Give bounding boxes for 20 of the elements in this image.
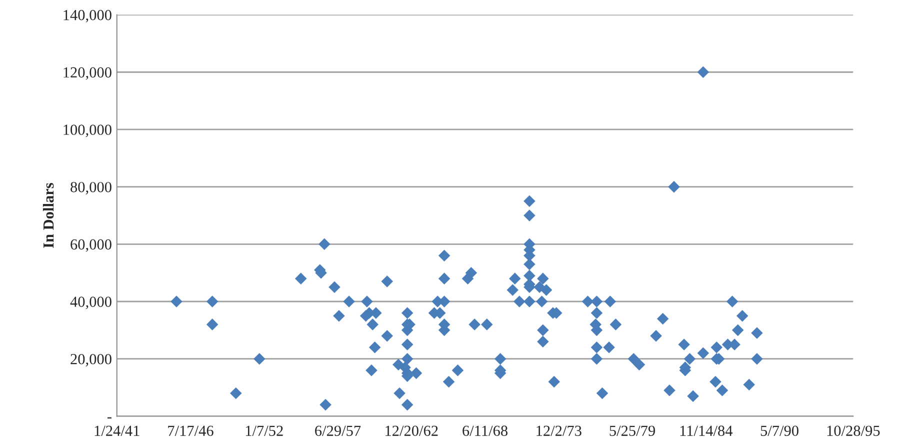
x-tick-label: 10/28/95 — [827, 426, 880, 436]
x-tick-label: 12/20/62 — [386, 426, 438, 436]
y-tick-label: 140,000 — [64, 10, 112, 22]
y-axis-title: In Dollars — [42, 182, 54, 248]
y-tick-label: 20,000 — [70, 354, 112, 366]
y-tick-label: - — [107, 417, 112, 418]
y-tick-label: 60,000 — [70, 239, 112, 252]
y-tick-label: 80,000 — [70, 182, 112, 194]
x-tick-label: 5/7/90 — [760, 426, 798, 436]
y-tick-label: 100,000 — [64, 124, 112, 138]
x-tick-label: 5/25/79 — [610, 426, 655, 436]
x-tick-label: 6/11/68 — [462, 426, 508, 436]
x-tick-label: 1/24/41 — [94, 426, 140, 436]
x-tick-label: 11/14/84 — [680, 426, 733, 436]
x-tick-label: 1/7/52 — [246, 426, 283, 436]
x-tick-label: 7/17/46 — [168, 426, 214, 436]
y-tick-label: 40,000 — [70, 296, 112, 310]
y-tick-label: 120,000 — [64, 67, 112, 80]
x-tick-label: 6/29/57 — [315, 426, 361, 436]
x-tick-label: 12/2/73 — [536, 426, 582, 436]
